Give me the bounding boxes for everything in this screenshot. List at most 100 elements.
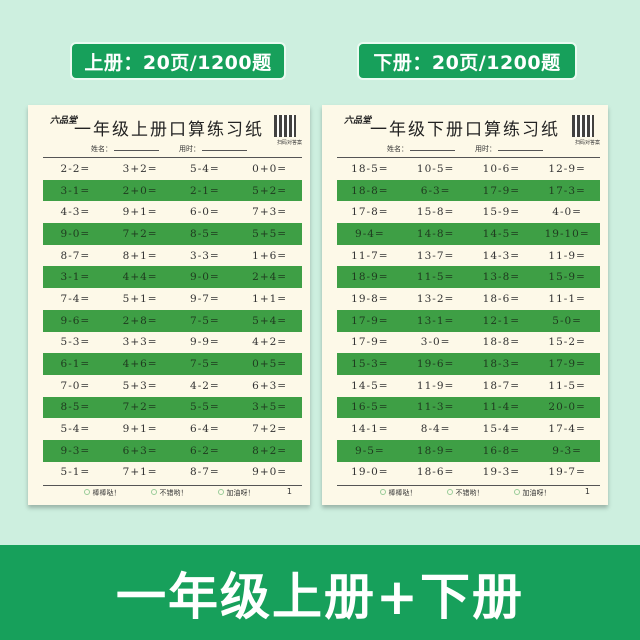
problem: 11-7=: [351, 249, 389, 262]
problem: 14-8=: [416, 227, 455, 240]
problem-row: 16-5= 11-3= 11-4= 20-0=: [337, 396, 600, 419]
problem: 6+3=: [252, 379, 288, 392]
problem: 18-9=: [416, 444, 455, 457]
problem: 17-9=: [482, 184, 521, 197]
problem: 9-7=: [190, 292, 220, 305]
problem: 19-6=: [416, 358, 455, 371]
time-field[interactable]: [498, 150, 543, 151]
problem: 7-0=: [60, 379, 91, 392]
problem: 18-7=: [482, 379, 521, 392]
qr-code-icon: [572, 115, 594, 137]
problem: 15-9=: [482, 206, 521, 219]
problem: 16-8=: [482, 444, 521, 457]
problem: 9-6=: [60, 314, 91, 327]
problem: 4-0=: [552, 206, 582, 219]
rating-circle-icon[interactable]: [446, 489, 453, 495]
problem: 9+0=: [252, 466, 288, 479]
problem: 7-4=: [60, 292, 91, 305]
problem-row: 15-3= 19-6= 18-3= 17-9=: [337, 353, 600, 375]
problem-row: 9-4= 14-8= 14-5= 19-10=: [337, 223, 600, 245]
problem: 8-7=: [190, 466, 220, 479]
divider: [43, 157, 302, 158]
problem: 6-4=: [190, 423, 220, 436]
problem: 14-5=: [482, 227, 521, 240]
problem: 7+1=: [122, 466, 158, 479]
problem-row: 18-9= 11-5= 13-8= 15-9=: [337, 266, 600, 289]
problem: 2+0=: [122, 184, 158, 197]
brand-logo: 六品堂: [344, 116, 372, 126]
divider: [337, 157, 600, 158]
problem: 17-8=: [351, 206, 389, 219]
problem: 18-3=: [482, 358, 521, 371]
rating-label: 不错哟！: [455, 489, 484, 497]
problem-row: 9-6= 2+8= 7-5= 5+4=: [43, 309, 302, 332]
time-field[interactable]: [202, 150, 247, 151]
problem-grid: 18-5= 10-5= 10-6= 12-9= 18-8= 6-3= 17-9= 17-3= 1…: [337, 158, 600, 483]
problem: 5-5=: [190, 401, 220, 414]
problem-row: 17-9= 3-0= 18-8= 15-2=: [337, 332, 600, 354]
problem: 11-5=: [416, 271, 455, 284]
time-label: 用时：: [475, 145, 496, 153]
rating-circle-icon[interactable]: [83, 489, 90, 495]
problem: 12-9=: [548, 162, 586, 175]
problem: 3-1=: [60, 271, 91, 284]
problem: 6-0=: [190, 206, 220, 219]
problem: 10-6=: [482, 162, 521, 175]
problem: 4-2=: [190, 379, 220, 392]
problem: 14-5=: [351, 379, 389, 392]
problem-row: 17-9= 13-1= 12-1= 5-0=: [337, 309, 600, 332]
problem: 11-1=: [548, 292, 586, 305]
problem: 2-1=: [190, 184, 220, 197]
problem-row: 3-1= 4+4= 9-0= 2+4=: [43, 266, 302, 289]
rating-circle-icon[interactable]: [150, 489, 157, 495]
problem: 15-9=: [548, 271, 586, 284]
problem: 18-5=: [351, 162, 389, 175]
problem-row: 8-5= 7+2= 5-5= 3+5=: [43, 396, 302, 419]
problem: 5+3=: [122, 379, 158, 392]
problem: 9+1=: [122, 423, 158, 436]
problem-row: 18-5= 10-5= 10-6= 12-9=: [337, 158, 600, 180]
time-label: 用时：: [179, 145, 200, 153]
problem: 6-2=: [190, 444, 220, 457]
problem-row: 19-8= 13-2= 18-6= 11-1=: [337, 288, 600, 310]
name-label: 姓名：: [387, 145, 408, 153]
problem: 11-3=: [416, 401, 455, 414]
qr-caption: 扫码对答案: [574, 140, 600, 146]
problem: 15-4=: [482, 423, 521, 436]
rating-circle-icon[interactable]: [513, 489, 520, 495]
problem: 3+3=: [122, 336, 158, 349]
rating-circle-icon[interactable]: [379, 489, 386, 495]
worksheet-volume-2: 六品堂 一年级下册口算练习纸 扫码对答案 姓名： 用时： 18-5= 10-5= 10…: [322, 105, 608, 505]
problem: 8-4=: [420, 423, 451, 436]
bottom-banner: 一年级上册+下册: [0, 545, 640, 640]
volume-1-badge: 上册：20页/1200题: [70, 42, 286, 80]
rating-label: 加油呀！: [522, 489, 551, 497]
problem-row: 8-7= 8+1= 3-3= 1+6=: [43, 245, 302, 267]
problem: 11-5=: [548, 379, 586, 392]
problem: 8-5=: [60, 401, 91, 414]
rating-circle-icon[interactable]: [217, 489, 224, 495]
problem: 4+6=: [122, 358, 158, 371]
problem: 7-5=: [190, 358, 220, 371]
problem: 10-5=: [416, 162, 455, 175]
problem: 3-1=: [60, 184, 91, 197]
rating-label: 棒棒哒！: [92, 489, 121, 497]
problem: 20-0=: [548, 401, 586, 414]
name-field[interactable]: [114, 150, 159, 151]
sheet-meta: 姓名： 用时：: [28, 144, 310, 154]
problem: 9-4=: [355, 227, 385, 240]
problem: 7+2=: [252, 423, 288, 436]
page-number: 1: [286, 487, 292, 496]
problem: 17-9=: [351, 314, 389, 327]
problem: 13-1=: [416, 314, 455, 327]
name-field[interactable]: [410, 150, 455, 151]
problem: 14-1=: [351, 423, 389, 436]
problem: 6-3=: [420, 184, 451, 197]
problem-row: 6-1= 4+6= 7-5= 0+5=: [43, 353, 302, 375]
problem: 8+2=: [252, 444, 288, 457]
problem-row: 14-5= 11-9= 18-7= 11-5=: [337, 375, 600, 397]
problem: 17-9=: [351, 336, 389, 349]
problem-row: 7-4= 5+1= 9-7= 1+1=: [43, 288, 302, 310]
problem: 9+1=: [122, 206, 158, 219]
problem: 5-0=: [552, 314, 582, 327]
